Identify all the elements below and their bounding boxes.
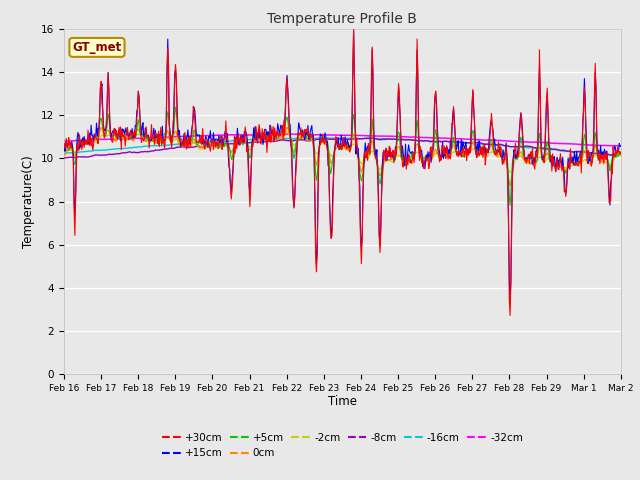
Y-axis label: Temperature(C): Temperature(C)	[22, 155, 35, 248]
Legend: +30cm, +15cm, +5cm, 0cm, -2cm, -8cm, -16cm, -32cm: +30cm, +15cm, +5cm, 0cm, -2cm, -8cm, -16…	[157, 429, 527, 463]
Text: GT_met: GT_met	[72, 41, 122, 54]
X-axis label: Time: Time	[328, 395, 357, 408]
Title: Temperature Profile B: Temperature Profile B	[268, 12, 417, 26]
